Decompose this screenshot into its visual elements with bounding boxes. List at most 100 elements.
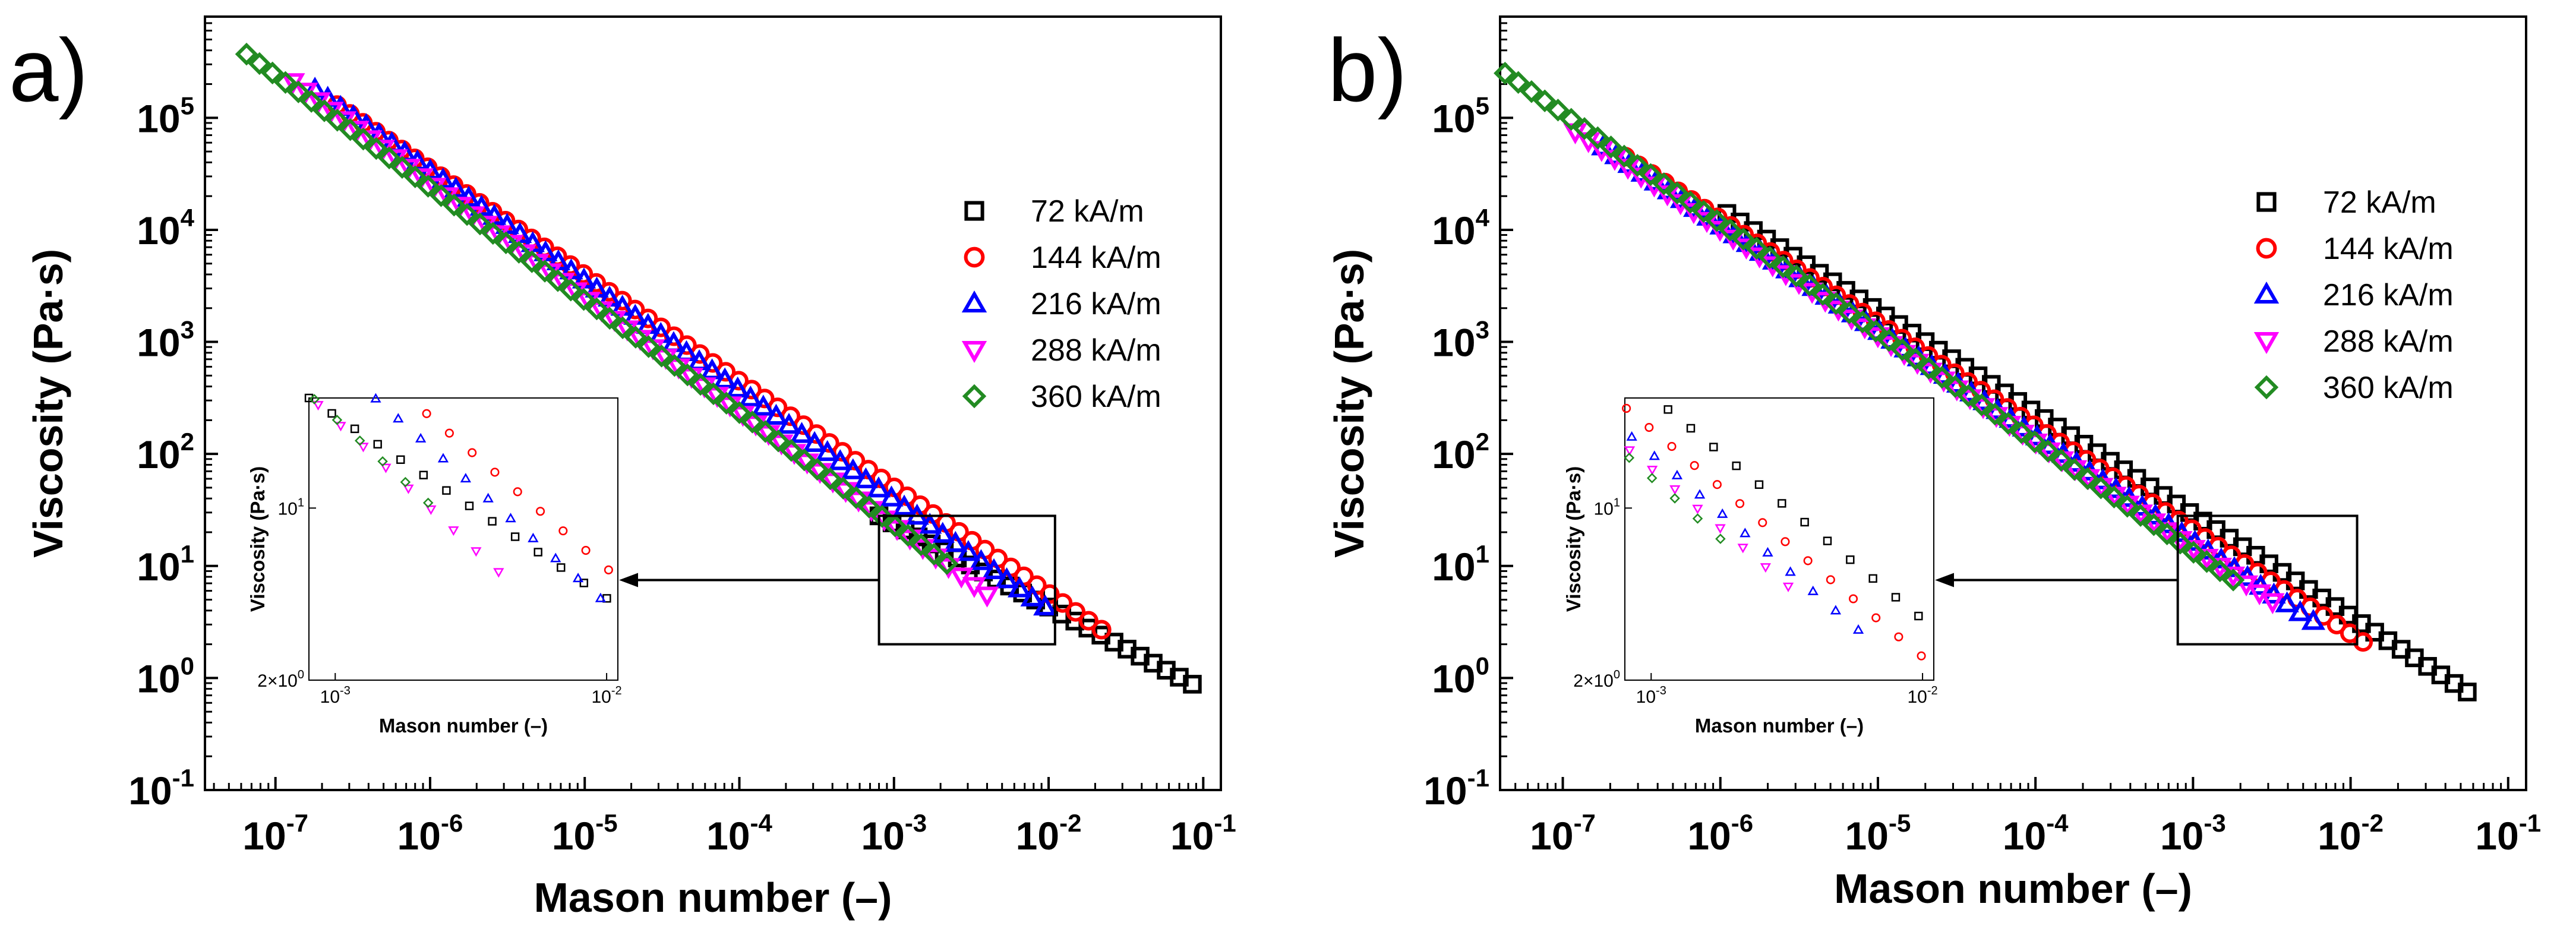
legend-label: 288 kA/m — [1031, 333, 1161, 368]
inset-data-point — [1846, 555, 1855, 564]
plot-frame — [204, 15, 1222, 791]
x-tick-label: 10-6 — [397, 809, 463, 858]
data-point — [2103, 485, 2126, 508]
data-point — [2076, 467, 2100, 490]
y-tick-label: 102 — [137, 428, 194, 476]
data-point — [455, 203, 479, 226]
data-point — [469, 194, 494, 216]
inset-x-axis-title: Mason number (–) — [379, 715, 548, 737]
inset-data-point — [1709, 443, 1718, 451]
inset-data-point — [1717, 508, 1728, 518]
data-point — [1007, 576, 1032, 598]
legend-label: 360 kA/m — [2323, 371, 2454, 405]
inset-x-axis-title: Mason number (–) — [1695, 715, 1864, 737]
data-point — [261, 61, 284, 85]
data-point — [969, 549, 993, 570]
data-point — [1091, 620, 1112, 640]
inset-data-point — [533, 548, 542, 557]
legend-label: 144 kA/m — [1031, 241, 1161, 275]
inset-x-tick-label: 10-3 — [320, 684, 351, 707]
inset-data-point — [400, 476, 411, 488]
legend-marker — [964, 247, 985, 268]
inset-data-point — [471, 547, 482, 557]
data-point — [1890, 338, 1914, 361]
data-point — [2288, 600, 2312, 621]
legend: 72 kA/m 144 kA/m 216 kA/m 288 kA/m 360 kA/m — [2253, 185, 2454, 405]
data-point — [482, 204, 507, 225]
data-point — [1546, 99, 1570, 122]
data-point — [2353, 632, 2373, 652]
inset-data-point — [1754, 480, 1764, 489]
data-point — [828, 449, 853, 470]
inset-data-point — [380, 463, 392, 473]
data-point — [495, 213, 519, 234]
data-point — [1930, 365, 1954, 389]
inset-data-point — [1686, 424, 1696, 433]
inset-data-point — [1646, 466, 1658, 476]
data-point — [520, 250, 544, 273]
data-point — [377, 146, 401, 170]
series-360-kA-m — [235, 42, 959, 576]
data-point — [1877, 328, 1901, 352]
inset-data-point — [1715, 524, 1726, 534]
inset-data-point — [422, 497, 434, 508]
data-point — [1772, 255, 1795, 279]
data-point — [715, 391, 738, 415]
data-point — [2089, 476, 2113, 500]
inset-data-point — [557, 563, 566, 572]
inset-data-point — [327, 409, 336, 418]
data-point — [1066, 602, 1086, 622]
inset-data-point — [1778, 499, 1786, 508]
data-point — [738, 386, 763, 407]
legend-label: 288 kA/m — [2323, 324, 2454, 359]
inset-data-point — [572, 573, 584, 583]
inset-y-tick-label: 2×100 — [1573, 668, 1620, 691]
inset-data-point — [448, 526, 459, 536]
data-point — [854, 467, 878, 489]
inset-data-point — [558, 526, 568, 536]
inset-data-point — [393, 413, 404, 423]
inset-data-point — [1712, 480, 1722, 489]
data-point — [779, 438, 803, 462]
inset-x-tick-label: 10-2 — [1908, 684, 1938, 707]
data-point — [1679, 191, 1702, 214]
inset-frame — [1624, 397, 1934, 681]
data-point — [2326, 614, 2347, 634]
data-point — [2275, 591, 2299, 612]
data-point — [507, 222, 532, 244]
inset-data-point — [1758, 518, 1767, 527]
x-tick-label: 10-4 — [2003, 809, 2069, 858]
zoom-arrow-head — [1935, 573, 1954, 587]
x-tick-label: 10-3 — [861, 809, 927, 858]
inset-data-point — [403, 484, 414, 494]
inset-data-point — [465, 501, 474, 510]
legend-label: 72 kA/m — [2323, 185, 2436, 220]
inset-data-point — [1785, 566, 1796, 576]
legend-marker — [2254, 375, 2279, 400]
inset-data-point — [422, 409, 431, 418]
inset-data-point — [488, 517, 497, 526]
data-point — [533, 260, 557, 283]
inset-data-point — [1848, 594, 1858, 604]
x-tick-label: 10-7 — [1530, 809, 1596, 858]
y-tick-label: 100 — [1432, 652, 1489, 700]
data-point — [806, 457, 829, 481]
inset-data-point — [1667, 442, 1677, 451]
inset-data-point — [505, 513, 516, 523]
inset-data-point — [1669, 485, 1681, 495]
x-axis-title: Mason number (–) — [1834, 865, 2192, 912]
data-point — [2195, 550, 2218, 573]
inset-data-point — [595, 592, 607, 602]
data-point — [995, 567, 1019, 589]
data-point — [844, 486, 868, 509]
data-point — [883, 514, 907, 538]
inset-data-point — [444, 428, 454, 438]
data-point — [494, 231, 517, 255]
inset-data-point — [358, 443, 369, 453]
data-point — [1652, 172, 1676, 195]
inset-data-point — [1737, 544, 1748, 554]
inset-data-point — [1669, 493, 1680, 504]
data-point — [1507, 71, 1530, 94]
data-point — [365, 137, 388, 160]
